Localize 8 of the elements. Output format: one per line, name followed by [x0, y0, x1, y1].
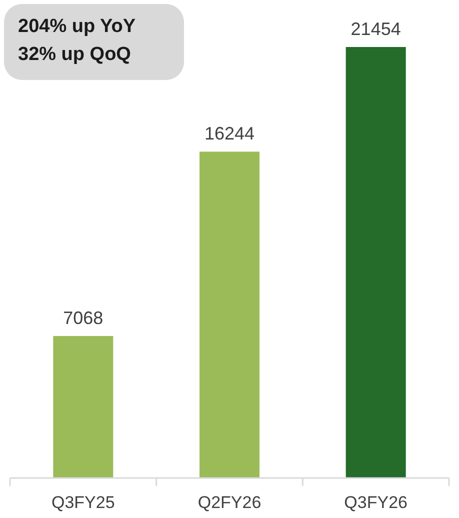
data-label: 7068 — [63, 308, 104, 328]
x-tick-label: Q3FY26 — [344, 493, 408, 512]
data-label: 21454 — [350, 19, 401, 39]
x-tick-label: Q3FY25 — [52, 493, 115, 512]
text: 204% up YoY — [18, 16, 136, 37]
annotation: 32% up QoQ — [18, 44, 131, 65]
x-tick-label: Q2FY26 — [198, 493, 262, 512]
data-label: 16244 — [204, 124, 255, 144]
